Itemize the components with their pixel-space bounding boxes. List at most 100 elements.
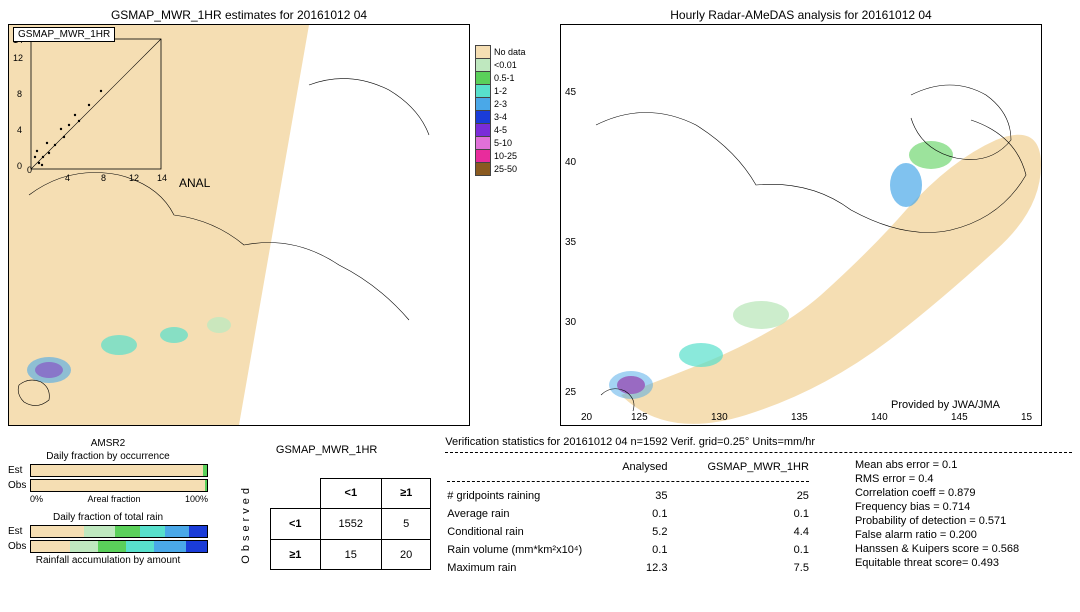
- bar-segment: [98, 541, 126, 552]
- right-map-svg: 20 125130 135140 14515 2530 354045 Provi…: [561, 25, 1041, 425]
- svg-text:40: 40: [565, 157, 577, 168]
- legend-swatch: [475, 71, 491, 85]
- lat-ticks: 2530 354045: [565, 87, 577, 398]
- svg-text:140: 140: [871, 412, 888, 423]
- metric-line: Mean abs error = 0.1: [855, 459, 1019, 471]
- legend-swatch: [475, 123, 491, 137]
- left-map-panel: 048 1214 048 1214 ANAL GSMAP_MWR_1HR No …: [8, 24, 470, 426]
- bar-segment: [126, 541, 154, 552]
- right-map-title: Hourly Radar-AMeDAS analysis for 2016101…: [560, 8, 1042, 22]
- bars-column: AMSR2 Daily fraction by occurrence EstOb…: [8, 436, 208, 578]
- legend-label: No data: [494, 47, 526, 57]
- stats-header: Verification statistics for 20161012 04 …: [445, 436, 1072, 448]
- precip-blob: [890, 163, 922, 207]
- stat-label: Average rain: [447, 506, 596, 522]
- precip-blob: [609, 371, 653, 399]
- legend-item: 1-2: [475, 84, 531, 97]
- bar-track: [30, 525, 208, 538]
- precip-blob: [160, 327, 188, 343]
- left-map-title: GSMAP_MWR_1HR estimates for 20161012 04: [8, 8, 470, 22]
- legend-swatch: [475, 110, 491, 124]
- axis-right: 100%: [185, 494, 208, 504]
- ct-col-0: <1: [320, 478, 381, 509]
- precip-blob: [27, 357, 71, 383]
- bar-row: Obs: [8, 479, 208, 492]
- bar-label: Obs: [8, 541, 30, 552]
- legend-item: 0.5-1: [475, 71, 531, 84]
- precip-blob: [101, 335, 137, 355]
- stat-analysed: 35: [598, 488, 681, 504]
- legend-swatch: [475, 97, 491, 111]
- legend-label: 0.5-1: [494, 73, 515, 83]
- legend-swatch: [475, 45, 491, 59]
- bar-segment: [31, 465, 203, 476]
- ct-cell-01: 5: [382, 509, 431, 540]
- bar-segment: [70, 541, 98, 552]
- occurrence-title: Daily fraction by occurrence: [8, 451, 208, 462]
- stat-label: # gridpoints raining: [447, 488, 596, 504]
- legend-label: 2-3: [494, 99, 507, 109]
- rain-legend: No data<0.010.5-11-22-33-44-55-1010-2525…: [475, 45, 531, 175]
- left-map-svg: 048 1214 048 1214 ANAL: [9, 25, 469, 425]
- ct-cell-00: 1552: [320, 509, 381, 540]
- bar-segment: [31, 480, 205, 491]
- maps-row: GSMAP_MWR_1HR estimates for 20161012 04: [8, 8, 1072, 426]
- stats-grid: Analysed GSMAP_MWR_1HR # gridpoints rain…: [445, 457, 1072, 578]
- precip-blob: [733, 301, 789, 329]
- stat-product: 25: [683, 488, 822, 504]
- stat-product: 7.5: [683, 560, 822, 576]
- contingency-title: GSMAP_MWR_1HR: [276, 444, 377, 456]
- stat-label: Rain volume (mm*km²x10⁴): [447, 542, 596, 558]
- stats-column: Verification statistics for 20161012 04 …: [445, 436, 1072, 578]
- metrics-column: Mean abs error = 0.1RMS error = 0.4Corre…: [855, 457, 1019, 578]
- legend-label: 3-4: [494, 112, 507, 122]
- stat-analysed: 0.1: [598, 542, 681, 558]
- legend-item: 2-3: [475, 97, 531, 110]
- precip-blob: [679, 343, 723, 367]
- stat-product: 0.1: [683, 542, 822, 558]
- bar-track: [30, 479, 208, 492]
- ct-row-1: ≥1: [271, 539, 321, 570]
- stat-analysed: 5.2: [598, 524, 681, 540]
- legend-item: 4-5: [475, 123, 531, 136]
- bar-segment: [154, 541, 186, 552]
- bar-segment: [31, 541, 70, 552]
- left-map-wrapper: GSMAP_MWR_1HR estimates for 20161012 04: [8, 8, 470, 426]
- legend-item: 10-25: [475, 149, 531, 162]
- svg-text:0: 0: [17, 161, 22, 171]
- bar-segment: [165, 526, 190, 537]
- bar-track: [30, 464, 208, 477]
- stats-row: Average rain 0.1 0.1: [447, 506, 823, 522]
- bar-label: Obs: [8, 480, 30, 491]
- legend-label: 1-2: [494, 86, 507, 96]
- bar-segment: [189, 526, 207, 537]
- metric-line: Correlation coeff = 0.879: [855, 487, 1019, 499]
- contingency-side-label: Observed: [222, 478, 271, 570]
- th-analysed: Analysed: [598, 459, 681, 475]
- svg-text:0: 0: [27, 165, 32, 175]
- svg-text:15: 15: [1021, 412, 1033, 423]
- right-map-wrapper: Hourly Radar-AMeDAS analysis for 2016101…: [560, 8, 1042, 426]
- stats-table: Analysed GSMAP_MWR_1HR # gridpoints rain…: [445, 457, 825, 578]
- bar-segment: [115, 526, 140, 537]
- ct-cell-11: 20: [382, 539, 431, 570]
- metric-line: Hanssen & Kuipers score = 0.568: [855, 543, 1019, 555]
- legend-label: <0.01: [494, 60, 517, 70]
- legend-swatch: [475, 149, 491, 163]
- bar-label: Est: [8, 465, 30, 476]
- totalrain-bars: EstObs: [8, 525, 208, 553]
- dash-line: [445, 452, 1072, 453]
- right-map-credit: Provided by JWA/JMA: [891, 399, 1001, 411]
- left-map-corner-label: GSMAP_MWR_1HR: [13, 27, 115, 42]
- stat-label: Maximum rain: [447, 560, 596, 576]
- bar-row: Obs: [8, 540, 208, 553]
- bar-segment: [140, 526, 165, 537]
- legend-item: No data: [475, 45, 531, 58]
- occurrence-axis: 0% Areal fraction 100%: [30, 494, 208, 504]
- svg-text:14: 14: [157, 173, 167, 183]
- legend-label: 4-5: [494, 125, 507, 135]
- svg-text:20: 20: [581, 412, 593, 423]
- occurrence-bars: Est Obs: [8, 464, 208, 492]
- metric-line: Frequency bias = 0.714: [855, 501, 1019, 513]
- contingency-table: Observed <1 ≥1 <1 1552 5 ≥1 15 20: [222, 478, 431, 571]
